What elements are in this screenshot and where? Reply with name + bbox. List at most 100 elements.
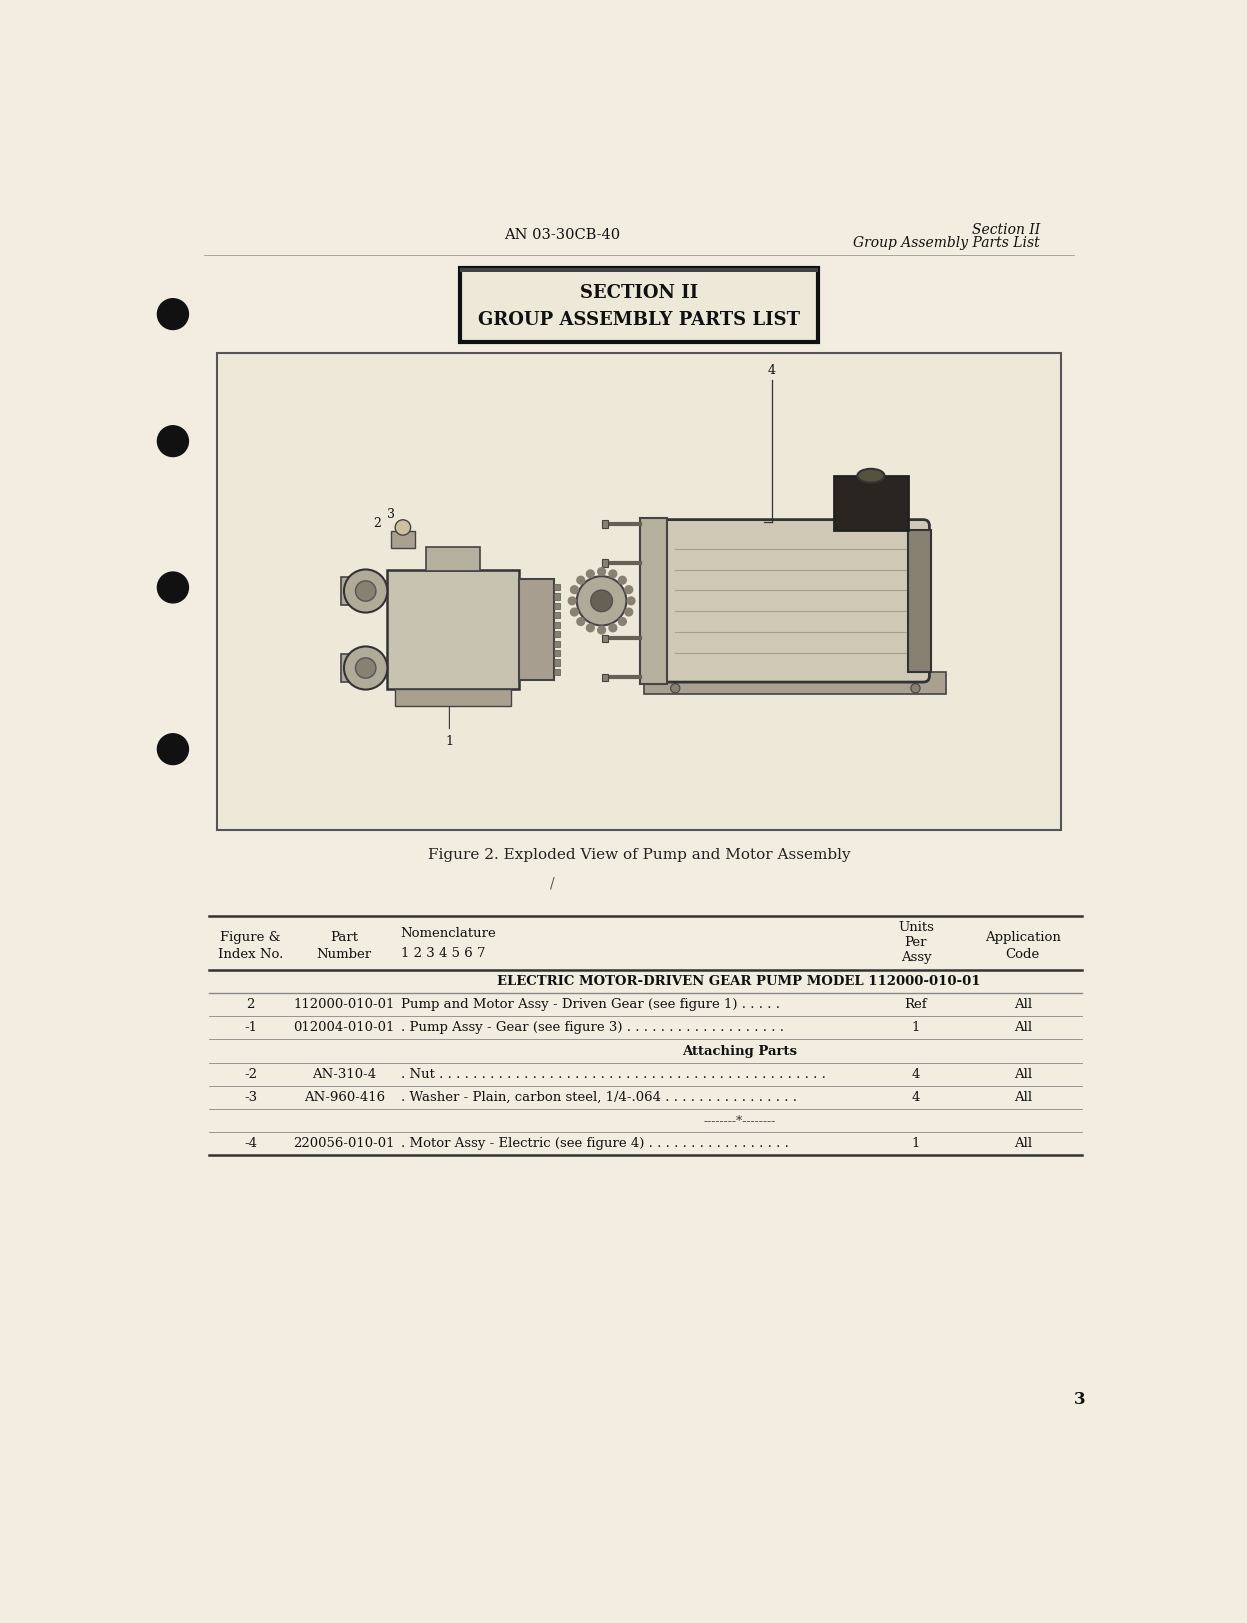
Text: -3: -3 <box>244 1091 257 1104</box>
FancyBboxPatch shape <box>661 519 929 682</box>
Text: 4: 4 <box>912 1068 920 1081</box>
Text: 1: 1 <box>445 735 454 748</box>
Circle shape <box>157 571 188 602</box>
FancyBboxPatch shape <box>601 635 607 643</box>
FancyBboxPatch shape <box>392 531 414 549</box>
Text: GROUP ASSEMBLY PARTS LIST: GROUP ASSEMBLY PARTS LIST <box>478 312 801 329</box>
Ellipse shape <box>858 469 884 482</box>
FancyBboxPatch shape <box>460 268 818 271</box>
FancyBboxPatch shape <box>426 547 480 571</box>
Circle shape <box>591 591 612 612</box>
Text: Assy: Assy <box>900 951 932 964</box>
Circle shape <box>625 609 632 615</box>
FancyBboxPatch shape <box>601 674 607 682</box>
Text: 1: 1 <box>912 1021 920 1034</box>
Text: AN 03-30CB-40: AN 03-30CB-40 <box>504 227 620 242</box>
Circle shape <box>627 597 635 605</box>
Ellipse shape <box>344 570 388 612</box>
Text: All: All <box>1014 1068 1031 1081</box>
Circle shape <box>619 618 626 625</box>
Ellipse shape <box>355 581 375 601</box>
Text: Group Assembly Parts List: Group Assembly Parts List <box>853 235 1040 250</box>
Text: Nomenclature: Nomenclature <box>400 927 496 940</box>
FancyBboxPatch shape <box>388 570 519 690</box>
Circle shape <box>577 576 585 584</box>
FancyBboxPatch shape <box>395 690 511 706</box>
Text: Figure 2. Exploded View of Pump and Motor Assembly: Figure 2. Exploded View of Pump and Moto… <box>428 847 850 862</box>
Text: All: All <box>1014 1091 1031 1104</box>
Circle shape <box>577 576 626 625</box>
Text: Attaching Parts: Attaching Parts <box>682 1045 797 1058</box>
FancyBboxPatch shape <box>834 476 908 529</box>
Text: 1 2 3 4 5 6 7: 1 2 3 4 5 6 7 <box>400 946 485 959</box>
FancyBboxPatch shape <box>641 518 667 683</box>
Text: Code: Code <box>1005 948 1040 961</box>
Text: Index No.: Index No. <box>218 948 283 961</box>
Text: 3: 3 <box>1074 1391 1086 1409</box>
Text: -2: -2 <box>244 1068 257 1081</box>
Text: -4: -4 <box>244 1136 257 1151</box>
Text: . Washer - Plain, carbon steel, 1/4-.064 . . . . . . . . . . . . . . . .: . Washer - Plain, carbon steel, 1/4-.064… <box>400 1091 797 1104</box>
FancyBboxPatch shape <box>554 641 560 646</box>
Text: All: All <box>1014 998 1031 1011</box>
Text: 112000-010-01: 112000-010-01 <box>293 998 395 1011</box>
FancyBboxPatch shape <box>601 560 607 566</box>
FancyBboxPatch shape <box>460 268 818 342</box>
Text: 2: 2 <box>247 998 254 1011</box>
Text: Pump and Motor Assy - Driven Gear (see figure 1) . . . . .: Pump and Motor Assy - Driven Gear (see f… <box>400 998 779 1011</box>
FancyBboxPatch shape <box>217 352 1061 829</box>
FancyBboxPatch shape <box>554 631 560 638</box>
Circle shape <box>577 618 585 625</box>
Text: 4: 4 <box>912 1091 920 1104</box>
Text: 2: 2 <box>373 518 382 531</box>
FancyBboxPatch shape <box>340 578 368 605</box>
Text: Units: Units <box>898 920 934 933</box>
Text: Figure &: Figure & <box>221 932 281 945</box>
Circle shape <box>625 586 632 594</box>
Text: . Nut . . . . . . . . . . . . . . . . . . . . . . . . . . . . . . . . . . . . . : . Nut . . . . . . . . . . . . . . . . . … <box>400 1068 826 1081</box>
Circle shape <box>569 597 576 605</box>
FancyBboxPatch shape <box>908 529 932 672</box>
Circle shape <box>157 734 188 764</box>
Circle shape <box>586 570 595 578</box>
FancyBboxPatch shape <box>554 612 560 618</box>
Circle shape <box>571 586 579 594</box>
Text: Number: Number <box>317 948 372 961</box>
Text: 3: 3 <box>388 508 395 521</box>
Text: -1: -1 <box>244 1021 257 1034</box>
Circle shape <box>157 425 188 456</box>
Text: All: All <box>1014 1021 1031 1034</box>
Text: . Pump Assy - Gear (see figure 3) . . . . . . . . . . . . . . . . . . .: . Pump Assy - Gear (see figure 3) . . . … <box>400 1021 783 1034</box>
Text: Part: Part <box>330 932 358 945</box>
Text: 4: 4 <box>768 364 776 377</box>
Circle shape <box>609 570 617 578</box>
FancyBboxPatch shape <box>519 579 554 680</box>
Text: All: All <box>1014 1136 1031 1151</box>
Circle shape <box>597 626 606 635</box>
Text: /: / <box>550 876 555 891</box>
Ellipse shape <box>344 646 388 690</box>
Circle shape <box>619 576 626 584</box>
FancyBboxPatch shape <box>645 672 946 693</box>
Text: --------*--------: --------*-------- <box>703 1113 776 1126</box>
FancyBboxPatch shape <box>554 649 560 656</box>
FancyBboxPatch shape <box>340 654 368 682</box>
Circle shape <box>571 609 579 615</box>
Text: Application: Application <box>985 932 1061 945</box>
FancyBboxPatch shape <box>554 602 560 609</box>
Text: 220056-010-01: 220056-010-01 <box>293 1136 395 1151</box>
Text: AN-310-4: AN-310-4 <box>312 1068 377 1081</box>
Text: . Motor Assy - Electric (see figure 4) . . . . . . . . . . . . . . . . .: . Motor Assy - Electric (see figure 4) .… <box>400 1136 788 1151</box>
Circle shape <box>671 683 680 693</box>
Text: ELECTRIC MOTOR-DRIVEN GEAR PUMP MODEL 112000-010-01: ELECTRIC MOTOR-DRIVEN GEAR PUMP MODEL 11… <box>498 975 981 988</box>
FancyBboxPatch shape <box>601 521 607 527</box>
Circle shape <box>910 683 920 693</box>
Ellipse shape <box>355 657 375 678</box>
FancyBboxPatch shape <box>554 669 560 675</box>
Text: 012004-010-01: 012004-010-01 <box>293 1021 395 1034</box>
Circle shape <box>586 623 595 631</box>
Circle shape <box>157 299 188 329</box>
Text: SECTION II: SECTION II <box>580 284 698 302</box>
FancyBboxPatch shape <box>554 659 560 665</box>
Text: Section II: Section II <box>971 224 1040 237</box>
